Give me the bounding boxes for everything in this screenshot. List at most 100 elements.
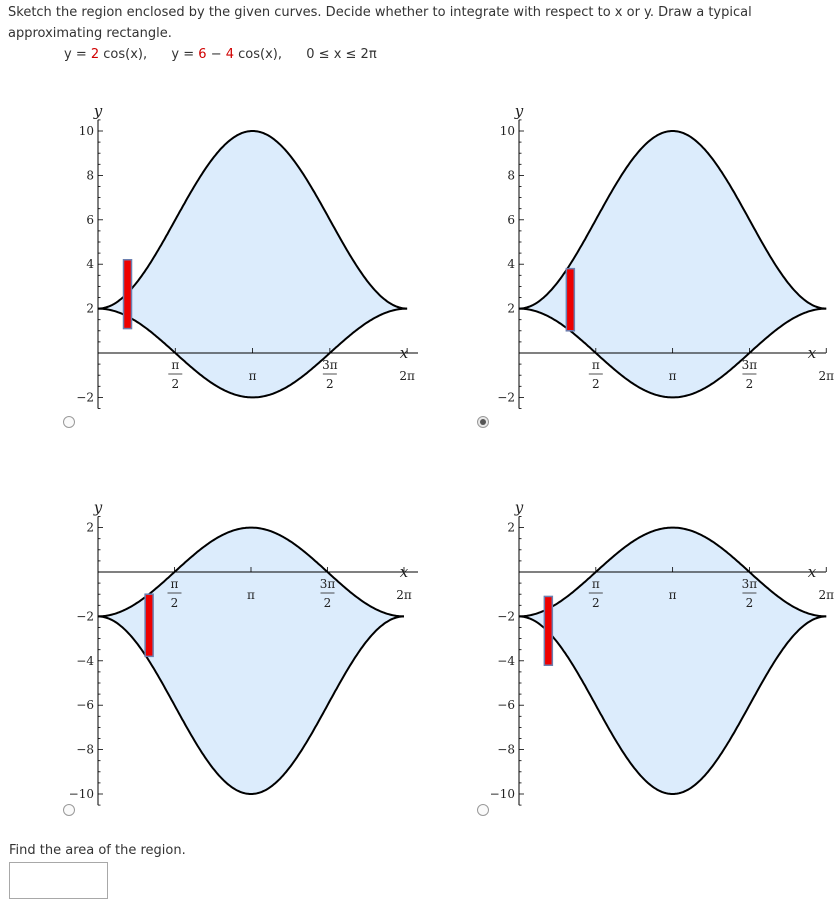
x-tick-label: π — [249, 369, 257, 383]
x-tick-label: π — [247, 588, 255, 602]
x-tick-label: π2 — [588, 577, 603, 610]
x-tick-label: π — [669, 588, 677, 602]
curve2-lhs: y = — [171, 47, 195, 62]
y-tick-label: −2 — [497, 390, 515, 404]
curve-1 — [519, 526, 827, 618]
y-tick-label: 6 — [86, 213, 94, 227]
curve-equations: y = 2 cos(x), y = 6 − 4 cos(x), 0 ≤ x ≤ … — [64, 47, 377, 62]
svg-text:3π: 3π — [742, 358, 758, 372]
x-tick-label: 3π2 — [320, 577, 336, 610]
svg-text:3π: 3π — [742, 577, 758, 591]
curve2-rest: cos(x), — [238, 47, 282, 62]
approximating-rectangle — [565, 267, 576, 332]
curve-1 — [519, 130, 827, 310]
curve2-operator: − — [210, 47, 222, 62]
x-tick-label: π2 — [167, 577, 182, 610]
y-tick-label: −8 — [497, 743, 515, 757]
option-d-radio[interactable] — [477, 804, 489, 816]
y-tick-label: 2 — [507, 521, 515, 535]
curve-2 — [519, 615, 827, 795]
x-tick-label: 3π2 — [742, 577, 758, 610]
x-tick-label: 2π — [818, 588, 834, 602]
question-prompt: Sketch the region enclosed by the given … — [8, 5, 752, 41]
svg-text:π: π — [249, 369, 257, 383]
domain-interval: 0 ≤ x ≤ 2π — [306, 47, 377, 62]
option-c-radio[interactable] — [63, 804, 75, 816]
svg-text:π: π — [592, 358, 600, 372]
svg-text:π: π — [247, 588, 255, 602]
svg-text:2π: 2π — [399, 369, 415, 383]
region-fill — [519, 131, 827, 398]
svg-text:2π: 2π — [818, 369, 834, 383]
y-tick-label: 4 — [507, 257, 515, 271]
y-tick-label: 2 — [507, 302, 515, 316]
curve1-rest: cos(x), — [103, 47, 148, 62]
y-tick-label: 2 — [86, 521, 94, 535]
y-axis-label: y — [514, 102, 524, 120]
y-tick-label: 6 — [507, 213, 515, 227]
curve-1 — [98, 307, 408, 399]
approximating-rectangle — [122, 259, 133, 330]
y-tick-label: −10 — [69, 787, 94, 801]
x-tick-label: π2 — [588, 358, 603, 391]
region-fill — [98, 131, 408, 398]
y-tick-label: −6 — [497, 698, 515, 712]
y-tick-label: −8 — [76, 743, 94, 757]
x-tick-label: π — [669, 369, 677, 383]
option-b-radio[interactable] — [477, 416, 489, 428]
x-axis-label: x — [400, 563, 409, 581]
y-tick-label: 4 — [86, 257, 94, 271]
x-tick-label: 3π2 — [322, 358, 338, 391]
y-tick-label: −2 — [497, 609, 515, 623]
y-tick-label: 8 — [86, 168, 94, 182]
svg-text:π: π — [171, 577, 179, 591]
curve-2 — [98, 130, 408, 310]
area-answer-input[interactable] — [9, 862, 108, 899]
y-axis-label: y — [514, 499, 524, 517]
x-tick-label: 2π — [396, 588, 412, 602]
y-tick-label: 10 — [500, 124, 515, 138]
y-tick-label: −6 — [76, 698, 94, 712]
svg-text:2: 2 — [324, 596, 332, 610]
svg-text:2: 2 — [746, 377, 754, 391]
curve1-lhs: y = — [64, 47, 87, 62]
x-tick-label: π2 — [168, 358, 183, 391]
y-axis-label: y — [93, 499, 103, 517]
svg-text:π: π — [669, 588, 677, 602]
approximating-rectangle — [543, 595, 554, 666]
svg-text:3π: 3π — [320, 577, 336, 591]
x-axis-label: x — [400, 344, 409, 362]
y-tick-label: 8 — [507, 168, 515, 182]
y-tick-label: −2 — [76, 609, 94, 623]
x-tick-label: 2π — [818, 369, 834, 383]
x-axis-label: x — [808, 344, 817, 362]
x-tick-label: 3π2 — [742, 358, 758, 391]
svg-text:2: 2 — [171, 596, 179, 610]
svg-text:π: π — [669, 369, 677, 383]
y-tick-label: −10 — [490, 787, 515, 801]
curve2-constant: 6 — [198, 47, 207, 62]
svg-text:2: 2 — [171, 377, 179, 391]
y-tick-label: 10 — [79, 124, 94, 138]
svg-text:2: 2 — [592, 377, 600, 391]
svg-text:2: 2 — [592, 596, 600, 610]
x-axis-label: x — [808, 563, 817, 581]
svg-text:2: 2 — [326, 377, 334, 391]
region-fill — [98, 527, 404, 794]
area-prompt: Find the area of the region. — [9, 843, 186, 858]
region-fill — [519, 527, 827, 794]
approximating-rectangle — [144, 593, 154, 658]
svg-text:π: π — [592, 577, 600, 591]
y-tick-label: −4 — [497, 654, 515, 668]
option-a-radio[interactable] — [63, 416, 75, 428]
curve-2 — [98, 615, 404, 795]
curve1-coefficient: 2 — [90, 47, 100, 62]
svg-text:2: 2 — [746, 596, 754, 610]
x-tick-label: 2π — [399, 369, 415, 383]
y-axis-label: y — [93, 102, 103, 120]
svg-text:2π: 2π — [396, 588, 412, 602]
